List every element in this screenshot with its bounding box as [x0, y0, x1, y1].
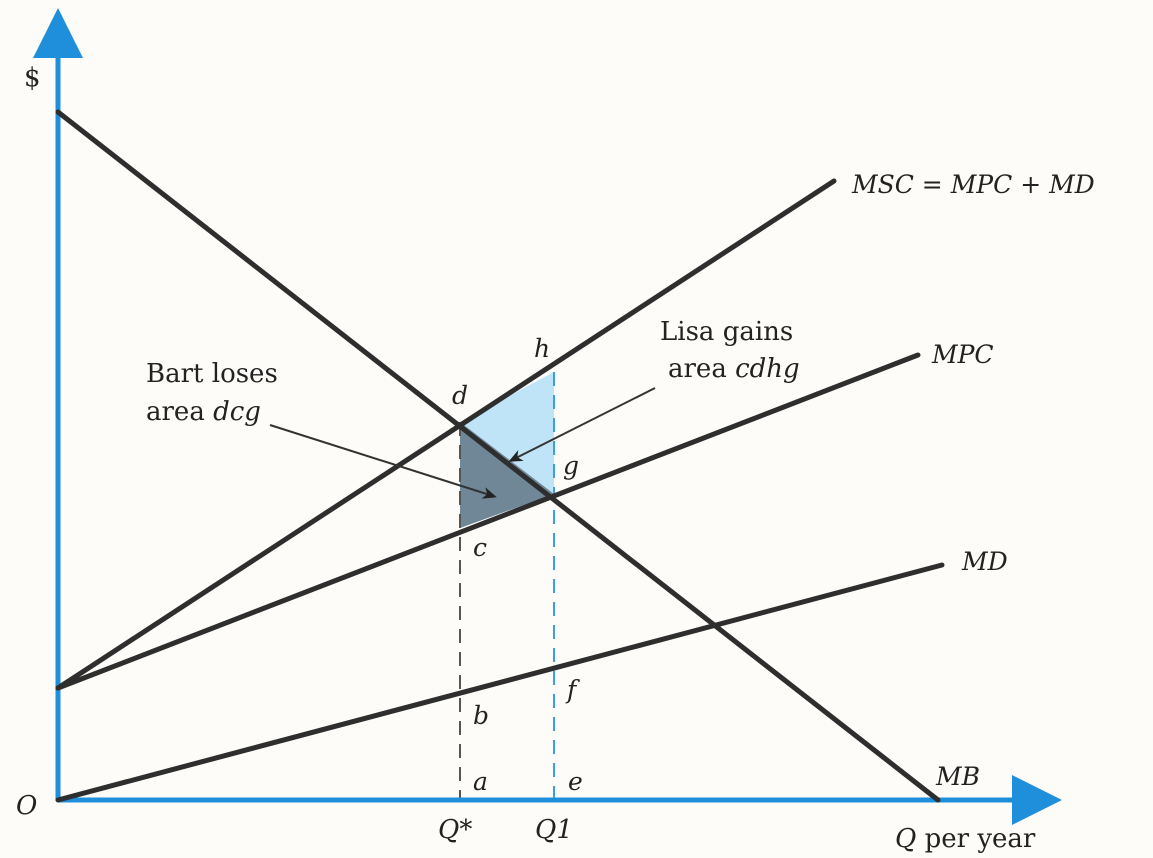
point-c: c	[473, 533, 487, 562]
bart-arrow	[269, 424, 497, 499]
origin-label: O	[16, 791, 37, 821]
point-g: g	[563, 451, 579, 480]
mb-curve	[55, 109, 941, 803]
md-label: MD	[961, 547, 1008, 576]
lisa-arrow	[508, 387, 656, 462]
bart-annotation: Bart loses area dcg	[146, 359, 278, 427]
bart-annotation-line1: Bart loses	[146, 359, 278, 389]
lisa-annotation-line1: Lisa gains	[660, 317, 793, 347]
q-star-tick-label: Q*	[438, 815, 472, 845]
lisa-annotation-line2: area cdhg	[668, 354, 800, 384]
mpc-curve	[55, 352, 921, 691]
msc-label: MSC = MPC + MD	[851, 170, 1095, 199]
md-curve	[55, 562, 945, 803]
x-axis-label: Q per year	[895, 824, 1036, 854]
q1-tick-label: Q1	[535, 815, 573, 845]
point-b: b	[473, 701, 489, 730]
point-f: f	[565, 675, 580, 704]
y-axis-label: $	[24, 63, 41, 93]
bart-loss-area	[460, 422, 554, 528]
bart-annotation-line2: area dcg	[146, 397, 261, 427]
point-e: e	[568, 767, 583, 796]
point-h: h	[534, 334, 550, 363]
point-a: a	[473, 767, 488, 796]
mb-label: MB	[935, 762, 980, 791]
point-d: d	[452, 381, 468, 410]
mpc-label: MPC	[931, 340, 994, 369]
msc-curve	[55, 178, 837, 691]
lisa-annotation: Lisa gains area cdhg	[660, 317, 800, 384]
